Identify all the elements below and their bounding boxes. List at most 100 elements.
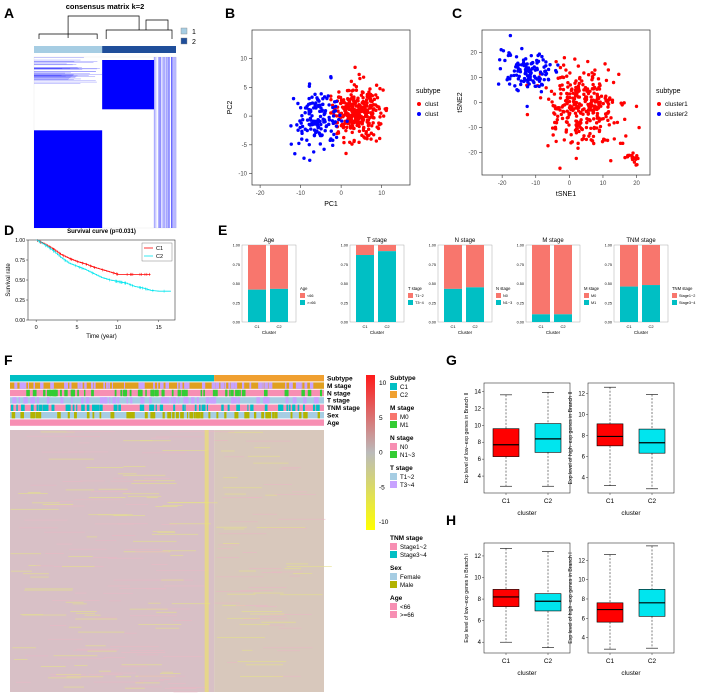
annotation-cell — [42, 404, 46, 411]
heatmap-cell — [42, 504, 74, 505]
data-point-cluster1 — [573, 111, 578, 115]
annotation-cell — [87, 397, 90, 404]
data-point-clust — [295, 123, 299, 127]
data-point-cluster1 — [583, 99, 587, 104]
data-point-cluster2 — [535, 61, 539, 65]
data-point-cluster1 — [544, 86, 548, 90]
annotation-cell — [153, 382, 155, 389]
heatmap-cell — [47, 677, 81, 679]
annotation-cell — [165, 382, 169, 389]
data-point-cluster1 — [590, 76, 595, 80]
heatmap-cell — [223, 487, 262, 489]
annotation-cell — [316, 397, 319, 404]
annotation-cell — [155, 389, 159, 397]
data-point-clust — [332, 132, 336, 137]
heatmap-cell — [265, 494, 278, 496]
heatmap-cell — [107, 585, 131, 587]
y-tick-label: 0.00 — [15, 318, 25, 324]
data-point-cluster1 — [566, 85, 570, 89]
annotation-cell — [11, 412, 16, 419]
bar-bottom-C2 — [270, 288, 288, 322]
data-point-cluster1 — [556, 106, 560, 110]
y-tick-label: 10 — [578, 412, 585, 418]
heatmap-cell — [87, 650, 117, 652]
data-point-cluster1 — [578, 111, 583, 115]
legend-swatch — [390, 413, 397, 420]
data-point-cluster1 — [576, 109, 581, 113]
legend-title: M stage — [390, 405, 415, 412]
heatmap-cell — [222, 605, 246, 606]
heatmap-cell — [258, 615, 287, 617]
heatmap-cell — [74, 592, 87, 594]
data-point-cluster2 — [537, 79, 542, 83]
heatmap-cell — [164, 585, 205, 587]
annotation-cell — [159, 404, 161, 411]
legend-item: Male — [400, 582, 414, 589]
annotation-cell — [23, 382, 26, 389]
data-point-cluster2 — [533, 84, 537, 89]
annotation-cell — [132, 412, 135, 419]
annotation-cell — [183, 397, 187, 404]
annotation-cell — [122, 389, 127, 397]
legend-title: TNM stage — [672, 286, 693, 291]
annotation-cell — [167, 397, 170, 404]
data-point-clust — [351, 126, 356, 131]
data-point-cluster2 — [499, 48, 503, 52]
data-point-cluster1 — [561, 63, 566, 67]
annotation-cell — [190, 412, 193, 419]
annotation-cell — [295, 382, 300, 389]
annotation-label: TNM stage — [327, 405, 360, 412]
data-point-clust — [348, 117, 352, 122]
data-point-clust — [298, 106, 303, 110]
annotation-cell — [35, 412, 39, 419]
heatmap-cell — [143, 478, 170, 479]
data-point-clust — [316, 103, 321, 108]
data-point-cluster1 — [568, 95, 572, 100]
annotation-cell — [193, 412, 196, 419]
y-tick-label: 12 — [474, 554, 481, 560]
annotation-cell — [303, 412, 308, 419]
heatmap-cell — [167, 501, 209, 503]
data-point-cluster1 — [592, 141, 596, 146]
heatmap-cell — [248, 568, 282, 569]
annotation-cell — [227, 404, 230, 411]
y-tick-label: 10 — [474, 423, 481, 429]
annotation-label: N stage — [327, 390, 351, 397]
legend-marker-cluster2 — [657, 112, 661, 116]
data-point-clust — [331, 138, 335, 143]
data-point-clust — [314, 101, 318, 105]
data-point-cluster1 — [593, 68, 597, 72]
y-tick-label: 20 — [470, 51, 477, 57]
data-point-clust — [332, 100, 337, 104]
heatmap-cell — [164, 687, 197, 689]
dendrogram-left — [38, 33, 98, 39]
heatmap-cell — [133, 480, 175, 482]
heatmap-c2-block — [214, 430, 324, 692]
heatmap-cell — [161, 524, 178, 525]
data-point-clust — [360, 133, 364, 138]
y-tick-label: 1.00 — [15, 238, 25, 244]
heatmap-cell — [97, 514, 111, 516]
heatmap-cell — [109, 600, 122, 602]
data-point-clust — [337, 117, 341, 122]
data-point-clust — [372, 97, 377, 102]
data-point-clust — [329, 74, 333, 79]
data-point-clust — [320, 109, 324, 113]
annotation-cell — [206, 404, 208, 411]
data-point-clust — [324, 124, 328, 129]
annotation-cell — [286, 389, 288, 397]
data-point-cluster1 — [574, 127, 579, 131]
data-point-cluster1 — [579, 103, 583, 107]
legend-label: >=66 — [307, 301, 316, 305]
data-point-cluster2 — [515, 88, 519, 92]
data-point-cluster1 — [594, 121, 599, 125]
data-point-cluster1 — [635, 162, 639, 167]
y-tick-label: 0.25 — [341, 301, 348, 305]
heatmap-cell — [78, 442, 90, 444]
heatmap-cell — [256, 527, 306, 528]
x-axis-label: PC1 — [324, 201, 338, 208]
y-tick-label: 1.00 — [605, 244, 612, 248]
annotation-cell — [31, 412, 36, 419]
data-point-cluster1 — [570, 140, 574, 144]
data-point-cluster1 — [574, 124, 579, 128]
